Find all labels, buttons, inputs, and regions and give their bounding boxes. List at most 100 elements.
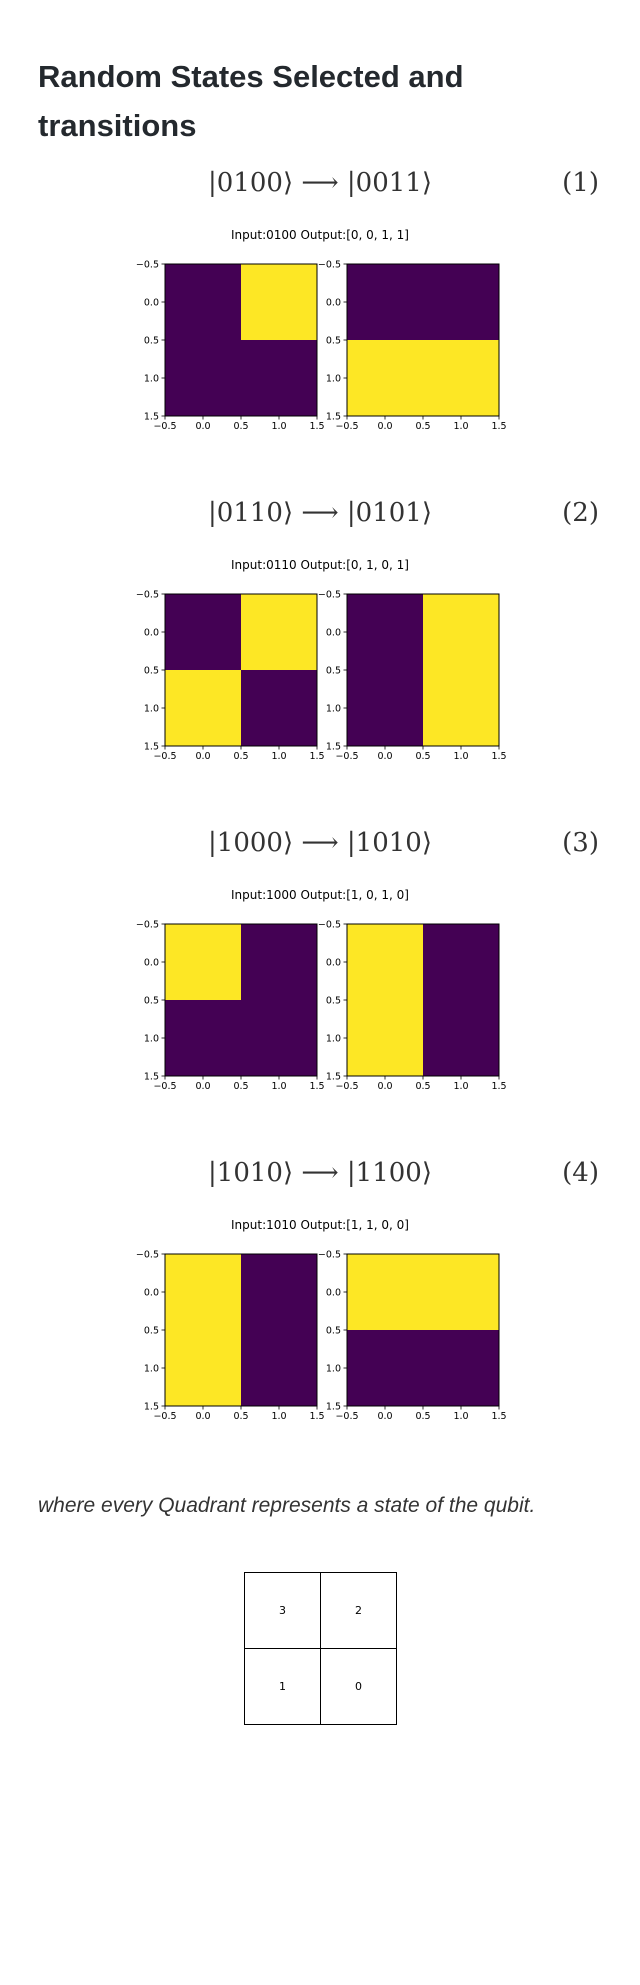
heatmap-cell [241,594,317,670]
x-tick-label: 0.5 [415,1411,430,1422]
transition-caption: Input:0100 Output:[0, 0, 1, 1] [231,228,409,242]
y-tick-label: 0.0 [326,297,341,308]
x-tick-label: 1.0 [271,1081,286,1092]
equation-formula: |1000⟩ ⟶ |1010⟩ [208,828,432,858]
y-tick-label: 0.5 [144,335,159,346]
y-tick-label: 0.5 [326,1325,341,1336]
x-tick-label: 0.0 [377,1081,392,1092]
y-tick-label: 1.0 [144,1033,159,1044]
x-tick-label: −0.5 [335,1081,358,1092]
x-tick-label: 1.5 [309,421,324,432]
y-tick-label: 1.0 [326,373,341,384]
x-tick-label: 1.0 [453,751,468,762]
x-tick-label: 1.5 [491,1411,506,1422]
heatmap-cell [347,1000,423,1076]
table-cell: 1 [244,1648,321,1725]
x-tick-label: 0.5 [415,421,430,432]
x-tick-label: −0.5 [335,1411,358,1422]
heatmap-cell [241,1000,317,1076]
y-tick-label: −0.5 [136,919,159,930]
y-tick-label: 1.5 [326,1071,341,1082]
x-tick-label: −0.5 [153,1411,176,1422]
heatmap-cell [423,264,499,340]
quadrant-footnote: where every Quadrant represents a state … [38,1494,536,1517]
heatmap-cell [165,670,241,746]
y-tick-label: 0.5 [326,995,341,1006]
table-row: 1 0 [244,1648,397,1725]
x-tick-label: −0.5 [335,751,358,762]
state-figure: −0.5 0.0 0.5 1.0 1.5−0.50.00.51.01.5−0.5 0.0 0… [136,919,507,1092]
heatmap-cell [347,670,423,746]
y-tick-label: 0.0 [144,957,159,968]
transition-equation: |1010⟩ ⟶ |1100⟩ (4) [0,1154,640,1198]
x-tick-label: 1.5 [309,1081,324,1092]
table-cell: 3 [244,1572,321,1649]
x-tick-label: 1.0 [453,421,468,432]
input-state-heatmap: −0.5 0.0 0.5 1.0 1.5−0.50.00.51.01.5 [136,259,325,432]
output-state-heatmap: −0.5 0.0 0.5 1.0 1.5−0.50.00.51.01.5 [318,589,507,762]
x-tick-label: −0.5 [153,1081,176,1092]
table-cell: 2 [320,1572,397,1649]
x-tick-label: 1.5 [491,421,506,432]
equation-formula: |1010⟩ ⟶ |1100⟩ [208,1158,432,1188]
page-title: Random States Selected and transitions [38,59,464,143]
x-tick-label: 1.5 [491,751,506,762]
equation-number: (3) [562,828,599,858]
x-tick-label: 1.5 [491,1081,506,1092]
y-tick-label: −0.5 [136,259,159,270]
heatmap-cell [347,594,423,670]
y-tick-label: −0.5 [318,589,341,600]
output-state-heatmap: −0.5 0.0 0.5 1.0 1.5−0.50.00.51.01.5 [318,919,507,1092]
heatmap-cell [347,1330,423,1406]
y-tick-label: 0.0 [144,1287,159,1298]
input-state-heatmap: −0.5 0.0 0.5 1.0 1.5−0.50.00.51.01.5 [136,919,325,1092]
y-tick-label: 1.5 [144,1071,159,1082]
y-tick-label: 0.0 [326,1287,341,1298]
heatmap-cell [241,670,317,746]
heatmap-cell [423,1254,499,1330]
table-cell: 0 [320,1648,397,1725]
y-tick-label: 1.5 [326,411,341,422]
x-tick-label: 1.0 [271,421,286,432]
y-tick-label: 1.5 [144,411,159,422]
x-tick-label: 0.5 [415,1081,430,1092]
equation-formula: |0100⟩ ⟶ |0011⟩ [208,168,432,198]
input-state-heatmap: −0.5 0.0 0.5 1.0 1.5−0.50.00.51.01.5 [136,589,325,762]
heatmap-cell [241,340,317,416]
y-tick-label: 1.5 [144,741,159,752]
y-tick-label: 1.0 [144,373,159,384]
heatmap-cell [347,924,423,1000]
state-figure: −0.5 0.0 0.5 1.0 1.5−0.50.00.51.01.5−0.5 0.0 0… [136,1249,507,1422]
heatmap-cell [347,1254,423,1330]
transition-caption: Input:1010 Output:[1, 1, 0, 0] [231,1218,409,1232]
heatmap-cell [423,1000,499,1076]
y-tick-label: 1.0 [326,703,341,714]
y-tick-label: 1.0 [326,1033,341,1044]
x-tick-label: 0.5 [233,1411,248,1422]
y-tick-label: 1.0 [144,1363,159,1374]
transition-equation: |1000⟩ ⟶ |1010⟩ (3) [0,824,640,868]
x-tick-label: 0.0 [377,421,392,432]
x-tick-label: 0.5 [233,421,248,432]
equation-number: (1) [562,168,599,198]
transition-equation: |0110⟩ ⟶ |0101⟩ (2) [0,494,640,538]
transition-caption: Input:1000 Output:[1, 0, 1, 0] [231,888,409,902]
heatmap-cell [165,1330,241,1406]
x-tick-label: 0.5 [233,1081,248,1092]
heatmap-cell [241,264,317,340]
heatmap-cell [241,1254,317,1330]
y-tick-label: −0.5 [318,259,341,270]
y-tick-label: 0.0 [144,627,159,638]
x-tick-label: 1.5 [309,751,324,762]
y-tick-label: 1.5 [326,1401,341,1412]
y-tick-label: 0.0 [326,957,341,968]
x-tick-label: 0.5 [415,751,430,762]
y-tick-label: −0.5 [136,589,159,600]
equation-number: (2) [562,498,599,528]
x-tick-label: 0.5 [233,751,248,762]
heatmap-cell [165,924,241,1000]
heatmap-cell [165,340,241,416]
quadrant-table: 3 2 1 0 [244,1572,397,1725]
y-tick-label: 1.0 [144,703,159,714]
y-tick-label: 0.0 [144,297,159,308]
